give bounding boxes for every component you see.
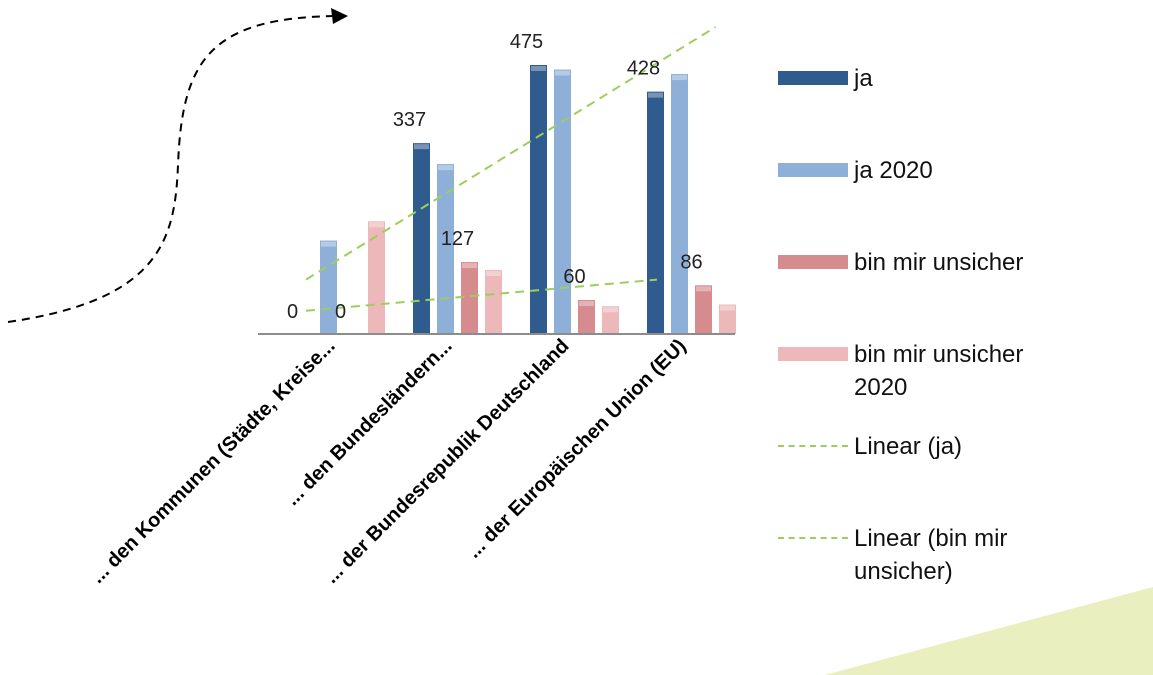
trendlines-layer — [305, 26, 717, 312]
legend-color-swatch — [778, 163, 848, 177]
bar-ja-2020-3 — [671, 74, 688, 335]
bar-bin-mir-unsicher-2020-1 — [485, 270, 502, 334]
arrow-head-icon — [331, 8, 348, 24]
bar-sheen-bin-mir-unsicher-2020-0 — [369, 222, 384, 228]
bar-sheen-ja-3 — [648, 92, 663, 98]
data-label-ja-2: 475 — [510, 31, 543, 53]
bar-bin-mir-unsicher-2020-2 — [602, 306, 619, 334]
data-labels-layer: 0 337 475 428 0 127 60 86 — [287, 31, 703, 323]
legend-label: Linear (bin mir unsicher) — [854, 525, 1008, 585]
legend-item-1: ja 2020 — [778, 154, 1064, 187]
data-label-ja-3: 428 — [627, 58, 660, 80]
data-label-bin-mir-unsicher-2: 60 — [563, 266, 585, 288]
category-label-3: ... der Europäischen Union (EU) — [463, 335, 691, 563]
bar-ja-3 — [647, 91, 664, 334]
data-label-ja-1: 337 — [393, 109, 426, 131]
bar-bin-mir-unsicher-2020-3 — [719, 304, 736, 334]
bar-bin-mir-unsicher-2020-0 — [368, 221, 385, 334]
bar-sheen-ja-1 — [414, 144, 429, 150]
legend-line-swatch — [778, 445, 848, 447]
bar-sheen-ja-2 — [531, 66, 546, 71]
bar-sheen-ja-2020-0 — [321, 241, 336, 247]
legend-label: ja 2020 — [854, 157, 933, 184]
legend-label: Linear (ja) — [854, 433, 963, 460]
bar-ja-2020-2 — [554, 69, 571, 335]
bar-sheen-bin-mir-unsicher-2 — [579, 301, 594, 307]
corner-decoration-shape — [825, 587, 1153, 675]
bar-sheen-bin-mir-unsicher-2020-3 — [720, 305, 735, 311]
category-labels-layer: ... den Kommunen (Städte, Kreise...... d… — [87, 335, 691, 588]
bar-ja-2 — [530, 65, 547, 334]
legend-color-swatch — [778, 71, 848, 85]
trendline-0 — [305, 26, 717, 281]
legend-color-swatch — [778, 347, 848, 361]
legend-item-3: bin mir unsicher 2020 — [778, 338, 1064, 404]
bar-ja-1 — [413, 143, 430, 334]
legend-label: bin mir unsicher — [854, 249, 1024, 276]
bar-ja-2020-1 — [437, 164, 454, 334]
legend-item-0: ja — [778, 62, 1064, 95]
bar-sheen-bin-mir-unsicher-2020-1 — [486, 271, 501, 277]
category-label-2: ... der Bundesrepublik Deutschland — [321, 335, 574, 588]
bar-bin-mir-unsicher-1 — [461, 262, 478, 334]
trendline-1 — [305, 278, 658, 312]
legend-item-5: Linear (bin mir unsicher) — [778, 522, 1064, 588]
bar-sheen-ja-2020-3 — [672, 75, 687, 81]
bar-bin-mir-unsicher-2 — [578, 300, 595, 334]
data-label-bin-mir-unsicher-1: 127 — [441, 228, 474, 250]
bar-sheen-bin-mir-unsicher-3 — [696, 286, 711, 292]
category-label-0: ... den Kommunen (Städte, Kreise... — [87, 335, 340, 588]
bars-layer — [320, 65, 736, 335]
bar-sheen-ja-2020-1 — [438, 165, 453, 171]
legend-item-2: bin mir unsicher — [778, 246, 1064, 279]
legend-label: ja — [854, 65, 873, 92]
bar-sheen-bin-mir-unsicher-1 — [462, 263, 477, 269]
bar-sheen-bin-mir-unsicher-2020-2 — [603, 307, 618, 313]
legend-item-4: Linear (ja) — [778, 430, 1064, 463]
data-label-ja-0: 0 — [287, 301, 298, 323]
data-label-bin-mir-unsicher-0: 0 — [335, 301, 346, 323]
legend-color-swatch — [778, 255, 848, 269]
data-label-bin-mir-unsicher-3: 86 — [680, 251, 702, 273]
bar-sheen-ja-2020-2 — [555, 70, 570, 76]
bar-bin-mir-unsicher-3 — [695, 285, 712, 334]
legend-line-swatch — [778, 537, 848, 539]
legend-label: bin mir unsicher 2020 — [854, 341, 1024, 401]
